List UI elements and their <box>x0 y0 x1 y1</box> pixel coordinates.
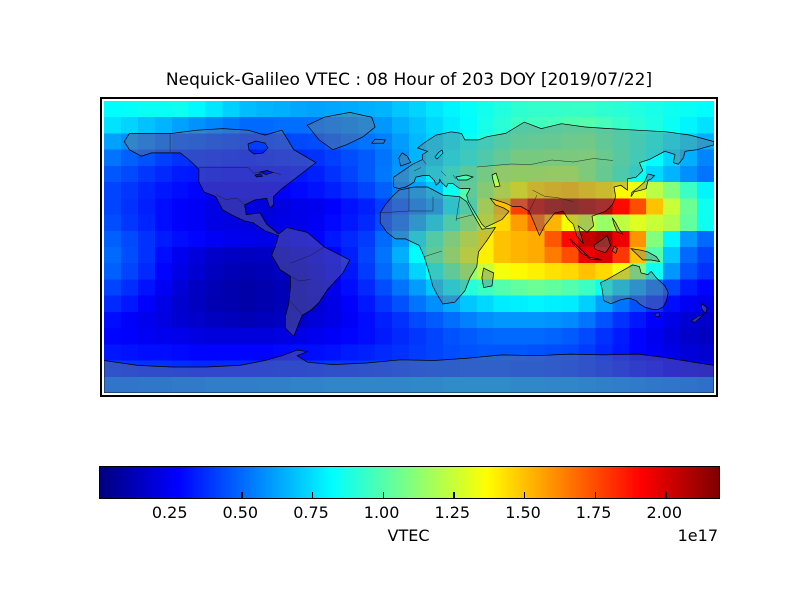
borneo-landmass <box>593 235 611 254</box>
colorbar-tick-label: 0.75 <box>293 503 329 522</box>
australia-landmass <box>600 264 669 310</box>
antarctica-landmass <box>104 349 714 393</box>
colorbar-tick-label: 2.00 <box>646 503 683 522</box>
vtec-heatmap-canvas <box>104 101 714 393</box>
colorbar-tick-label: 1.75 <box>575 503 612 522</box>
japan-landmass <box>630 173 656 197</box>
java-landmass <box>586 256 603 261</box>
colorbar-canvas <box>100 467 719 498</box>
americas-landmass <box>123 128 351 337</box>
colorbar-offset-label: 1e17 <box>677 526 718 545</box>
world-vtec-map <box>104 101 714 393</box>
colorbar-tick <box>665 492 667 498</box>
colorbar-tick-label: 0.50 <box>222 503 259 522</box>
sumatra-landmass <box>569 238 589 258</box>
colorbar-axis-label: VTEC <box>387 526 430 545</box>
new-zealand-north-landmass <box>700 303 708 315</box>
colorbar-tick <box>453 492 455 498</box>
figure-title: Nequick-Galileo VTEC : 08 Hour of 203 DO… <box>165 70 653 90</box>
colorbar-tick-label: 1.00 <box>363 503 400 522</box>
colorbar-tick-label: 1.50 <box>505 503 541 522</box>
madagascar-landmass <box>481 267 495 289</box>
colorbar-tick <box>594 492 596 498</box>
eurasia-landmass <box>393 121 714 245</box>
greenland-landmass <box>306 112 376 151</box>
new-zealand-south-landmass <box>690 313 705 323</box>
colorbar-tick <box>382 492 384 498</box>
new-guinea-landmass <box>629 248 661 263</box>
country-borders <box>169 133 614 316</box>
colorbar-tick-label: 0.25 <box>151 503 188 522</box>
colorbar-tick <box>312 492 314 498</box>
colorbar-tick <box>524 492 526 498</box>
colorbar-tick <box>241 492 243 498</box>
tasmania-landmass <box>654 312 661 318</box>
colorbar <box>99 466 720 499</box>
philippines-landmass <box>611 217 624 235</box>
coastlines-overlay <box>104 112 714 393</box>
britain-landmass <box>398 152 412 167</box>
sulawesi-landmass <box>611 245 618 255</box>
iceland-landmass <box>370 138 386 144</box>
colorbar-tick <box>170 492 173 498</box>
colorbar-tick-label: 1.25 <box>434 503 471 522</box>
